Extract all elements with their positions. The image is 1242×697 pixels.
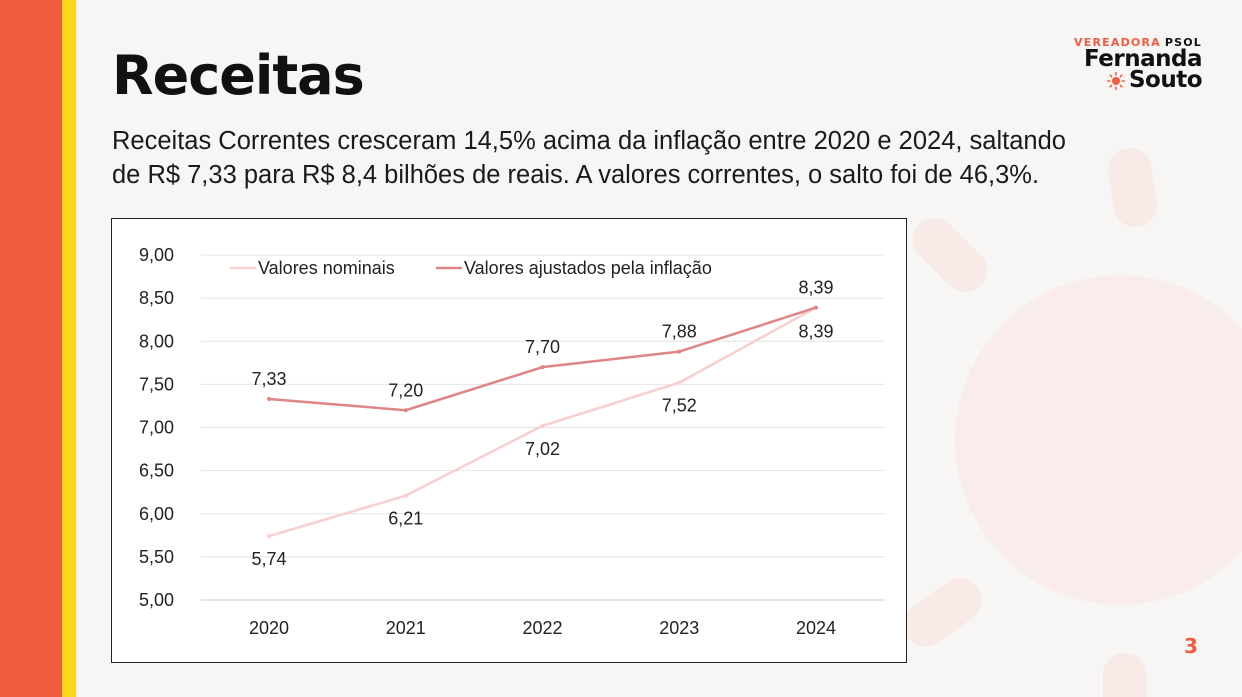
data-label: 7,02 <box>525 439 560 459</box>
subtitle-line-2: de R$ 7,33 para R$ 8,4 bilhões de reais.… <box>112 161 1040 189</box>
series-line <box>268 306 817 412</box>
y-tick-label: 6,50 <box>139 461 174 481</box>
data-point <box>267 397 271 402</box>
logo-role: VEREADORA <box>1074 36 1161 49</box>
data-label: 7,70 <box>525 337 560 357</box>
legend-label: Valores nominais <box>258 258 395 278</box>
data-point <box>540 423 545 428</box>
x-tick-label: 2022 <box>522 618 562 638</box>
data-point <box>267 534 271 539</box>
sun-icon <box>1106 71 1125 90</box>
y-tick-label: 6,00 <box>139 504 174 524</box>
data-label: 7,33 <box>251 369 286 389</box>
data-label: 8,39 <box>798 278 833 298</box>
page-title: Receitas <box>112 44 365 107</box>
data-label: 5,74 <box>251 549 286 569</box>
x-tick-label: 2024 <box>796 618 836 638</box>
legend-label: Valores ajustados pela inflação <box>464 258 712 278</box>
y-tick-label: 5,50 <box>139 547 174 567</box>
subtitle-line-1: Receitas Correntes cresceram 14,5% acima… <box>112 127 1066 155</box>
data-label: 6,21 <box>388 509 423 529</box>
data-point <box>814 305 818 310</box>
y-tick-label: 7,00 <box>139 418 174 438</box>
data-point <box>403 408 408 413</box>
page-number: 3 <box>1184 634 1198 658</box>
data-point <box>540 365 545 370</box>
y-tick-label: 8,00 <box>139 331 174 351</box>
data-label: 7,88 <box>662 322 697 342</box>
logo-name-line-1: Fernanda <box>1084 46 1202 72</box>
data-label: 7,52 <box>662 396 697 416</box>
logo-party: PSOL <box>1164 36 1202 49</box>
y-tick-label: 9,00 <box>139 245 174 265</box>
data-label: 7,20 <box>388 380 423 400</box>
accent-stripe-yellow <box>62 0 76 697</box>
y-tick-label: 8,50 <box>139 288 174 308</box>
x-tick-label: 2021 <box>386 618 426 638</box>
y-tick-label: 7,50 <box>139 374 174 394</box>
brand-logo: VEREADORA PSOL Fernanda Souto <box>1074 36 1203 93</box>
x-tick-label: 2023 <box>659 618 699 638</box>
line-chart: 5,00 5,50 6,00 6,50 7,00 7,50 8,00 8,50 9,00 2020… <box>139 245 885 638</box>
logo-name-line-2: Souto <box>1128 67 1203 93</box>
data-point <box>403 493 408 498</box>
accent-stripe-red <box>0 0 62 697</box>
data-point <box>677 380 682 385</box>
page-subtitle: Receitas Correntes cresceram 14,5% acima… <box>112 124 1192 192</box>
y-tick-label: 5,00 <box>139 590 174 610</box>
data-point <box>677 349 682 354</box>
chart-container: 5,00 5,50 6,00 6,50 7,00 7,50 8,00 8,50 9,00 2020… <box>111 218 907 663</box>
data-label: 8,39 <box>798 322 833 342</box>
x-tick-label: 2020 <box>249 618 289 638</box>
